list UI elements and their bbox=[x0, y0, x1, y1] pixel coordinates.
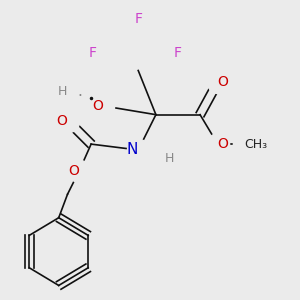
Text: H: H bbox=[58, 85, 68, 98]
Text: O: O bbox=[92, 99, 103, 113]
Text: O: O bbox=[218, 137, 229, 151]
Text: F: F bbox=[174, 46, 182, 60]
Text: O: O bbox=[57, 114, 68, 128]
Text: F: F bbox=[134, 12, 142, 26]
Text: O: O bbox=[218, 75, 229, 89]
Text: F: F bbox=[89, 46, 97, 60]
Text: O: O bbox=[68, 164, 79, 178]
Text: CH₃: CH₃ bbox=[244, 138, 267, 151]
Text: ·: · bbox=[77, 89, 82, 104]
Text: N: N bbox=[127, 142, 138, 158]
Text: H: H bbox=[165, 152, 174, 165]
